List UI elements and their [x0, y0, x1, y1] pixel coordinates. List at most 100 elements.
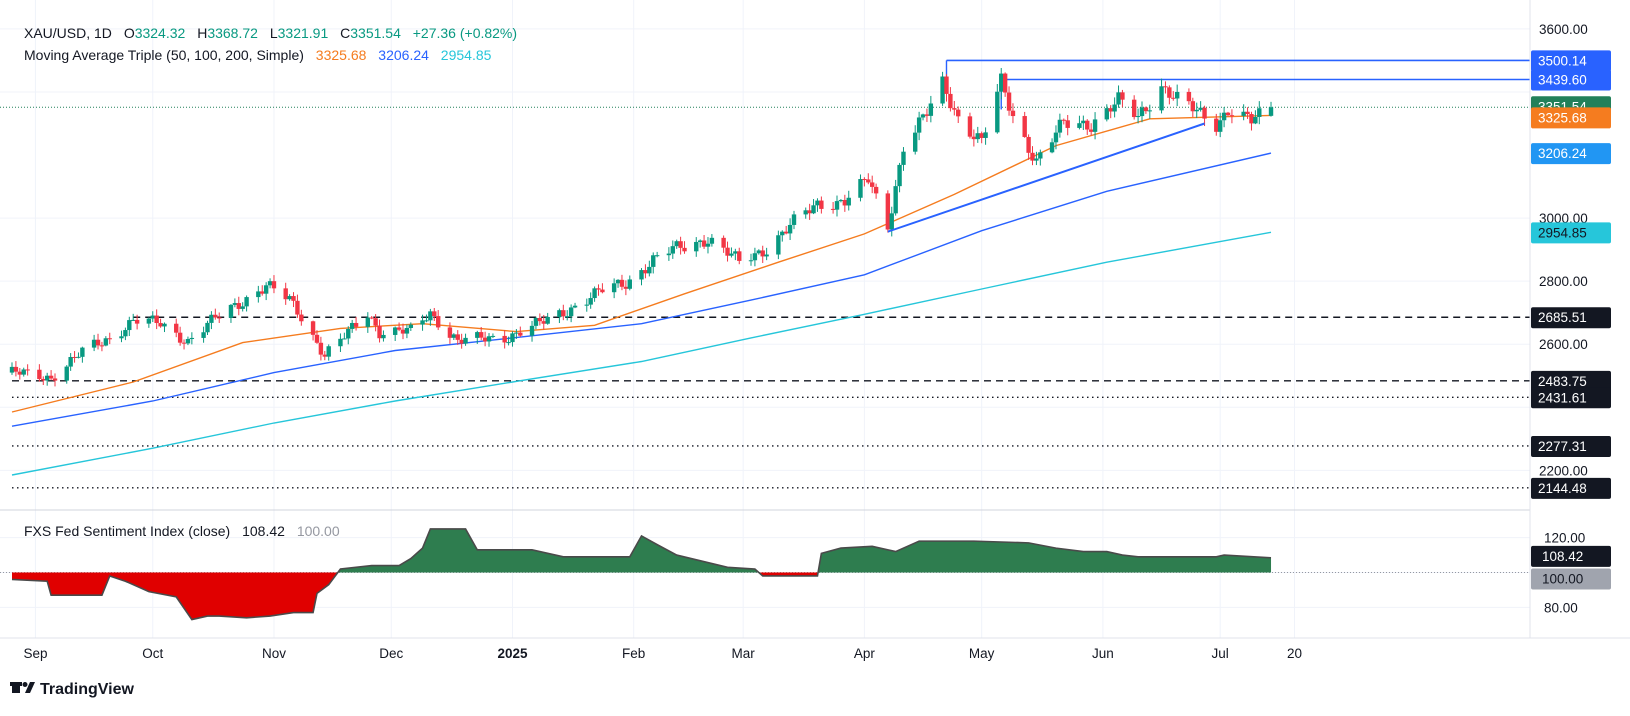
candle-body: [819, 200, 824, 209]
candle: [291, 292, 296, 308]
candle: [1217, 112, 1223, 138]
candle-body: [995, 91, 1000, 133]
candle-body: [940, 76, 945, 104]
price-tag-bg: [1531, 50, 1611, 72]
candle: [815, 198, 820, 212]
candle: [619, 274, 625, 291]
sentiment-area-positive: [337, 528, 759, 573]
candle-body: [803, 210, 808, 215]
candle-body: [1135, 116, 1141, 118]
candle: [158, 318, 163, 328]
candle: [674, 239, 679, 249]
ma-line-ma200: [11, 231, 1272, 476]
candle: [783, 225, 789, 235]
candle: [1174, 84, 1180, 107]
sentiment-tick-label: 120.00: [1544, 531, 1585, 546]
candle-body: [1002, 73, 1008, 93]
candle: [177, 326, 183, 346]
candle-body: [901, 151, 906, 165]
candle: [1006, 86, 1012, 116]
candle-body: [975, 133, 980, 140]
price-tag-label: 2954.85: [1538, 225, 1587, 240]
price-axis[interactable]: 3600.003000.002800.002600.002200.00120.0…: [1539, 22, 1588, 615]
time-tick-label: Mar: [732, 646, 756, 661]
price-tag-label: 2685.51: [1538, 310, 1587, 325]
candle: [240, 302, 245, 312]
candle: [510, 331, 515, 347]
candle-body: [475, 332, 480, 338]
candle-body: [1163, 86, 1168, 88]
price-tag-label: 2144.48: [1538, 481, 1587, 496]
candle: [1092, 112, 1098, 140]
time-tick-label: Dec: [379, 646, 403, 661]
time-axis[interactable]: Sep Oct Nov Dec 2025 Feb Mar Apr May Jun Jul 20: [23, 646, 1302, 661]
candle-body: [154, 315, 159, 324]
candle-body: [557, 310, 562, 317]
price-tag-bg: [1531, 370, 1611, 392]
candle: [162, 322, 167, 333]
candle: [1088, 123, 1094, 136]
candle-body: [701, 240, 707, 247]
candle-body: [913, 132, 918, 152]
tradingview-logo[interactable]: TradingView: [10, 681, 135, 698]
candle-body: [1139, 107, 1145, 117]
candle: [420, 314, 425, 331]
candle: [123, 327, 128, 341]
candle-body: [213, 314, 218, 318]
price-tag-bg: [1531, 69, 1611, 91]
candle-body: [346, 328, 351, 339]
candle: [326, 344, 331, 361]
candle: [447, 322, 453, 344]
candle-body: [752, 253, 758, 261]
price-tag-ma100: 3206.24: [1531, 143, 1611, 165]
candle-body: [420, 320, 425, 325]
candle: [776, 230, 781, 260]
candle: [1034, 151, 1039, 166]
candle-body: [584, 304, 589, 306]
candle: [1038, 149, 1043, 166]
price-tag-label: 3325.68: [1538, 110, 1587, 125]
candle: [1049, 138, 1055, 154]
candle: [1135, 108, 1141, 124]
price-tag-label: 2277.31: [1538, 439, 1587, 454]
candle-body: [1147, 110, 1153, 112]
candle-body: [267, 281, 273, 286]
price-tag-resistance: 3500.14: [1531, 50, 1611, 72]
candle: [666, 247, 672, 261]
candle-body: [400, 329, 406, 334]
candle: [72, 351, 77, 363]
candle-body: [568, 307, 574, 317]
time-tick-label: 2025: [497, 646, 528, 661]
candle: [119, 330, 124, 343]
candle-body: [678, 241, 683, 248]
candle: [748, 253, 754, 266]
candle-body: [377, 325, 382, 339]
candle-body: [428, 311, 433, 321]
candle-body: [1088, 129, 1094, 132]
candle: [1198, 101, 1203, 112]
candle-body: [310, 321, 316, 335]
candle: [1053, 125, 1059, 150]
candle: [353, 317, 359, 331]
sentiment-legend: FXS Fed Sentiment Index (close) 108.42 1…: [24, 523, 340, 539]
price-tick-label: 3600.00: [1539, 22, 1588, 37]
candle-body: [611, 283, 617, 293]
candle: [651, 252, 656, 274]
price-tag-resistance: 3439.60: [1531, 69, 1611, 91]
candle-body: [885, 193, 891, 230]
candle: [940, 71, 945, 106]
ma-label: Moving Average Triple (50, 100, 200, Sim…: [24, 47, 304, 63]
candle-body: [924, 114, 930, 116]
candle: [314, 330, 320, 344]
price-tag-bg: [1531, 435, 1611, 457]
candle: [944, 74, 949, 102]
candle-body: [1249, 114, 1254, 124]
candle-body: [240, 306, 245, 309]
candle: [408, 322, 414, 331]
sentiment-tag-label: 108.42: [1542, 549, 1583, 564]
candle-body: [948, 93, 953, 109]
candle: [557, 308, 562, 324]
candle: [572, 302, 578, 309]
candle-body: [1217, 120, 1223, 132]
